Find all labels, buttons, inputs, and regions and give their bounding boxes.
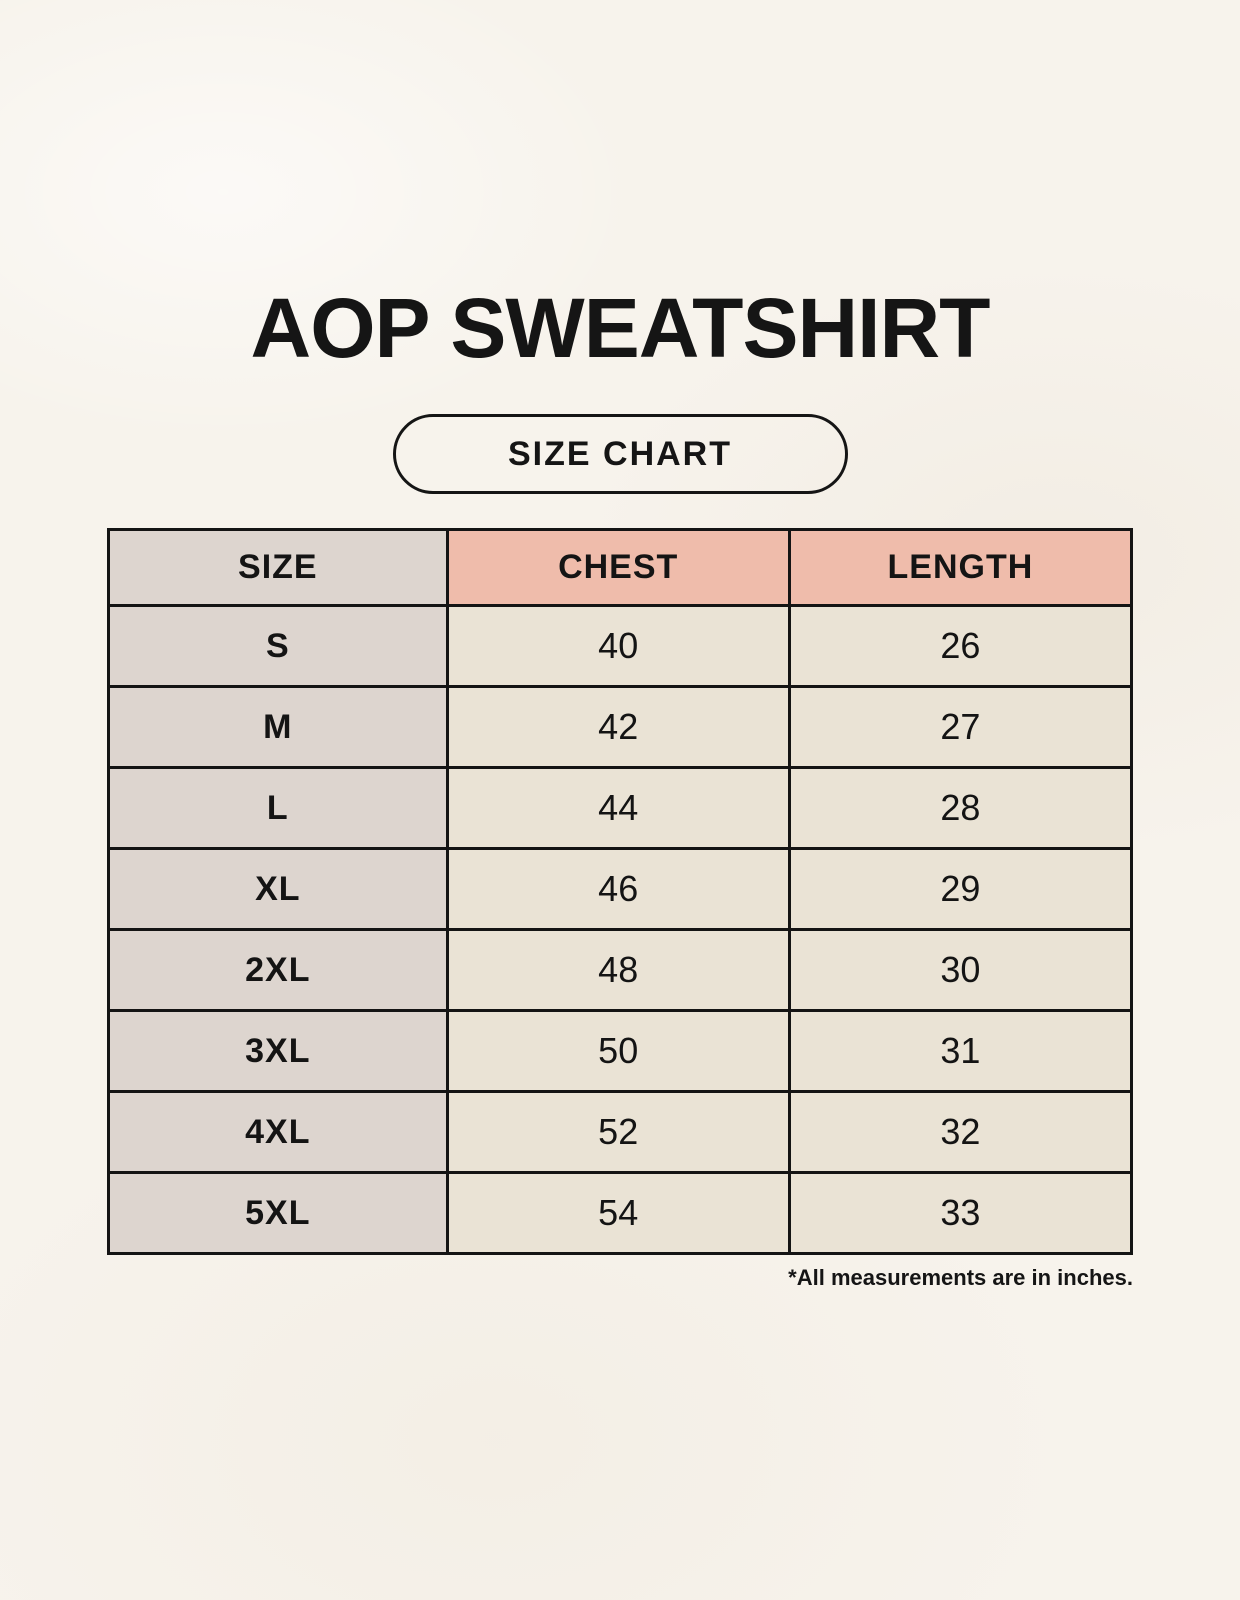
chest-cell: 40 xyxy=(445,604,791,688)
length-cell: 29 xyxy=(787,847,1134,931)
chest-cell: 52 xyxy=(445,1090,791,1174)
size-cell: 4XL xyxy=(107,1090,449,1174)
chest-cell: 48 xyxy=(445,928,791,1012)
size-chart-table: SIZE CHEST LENGTH S 40 26 M 42 27 L xyxy=(107,528,1134,1255)
page-title: AOP SWEATSHIRT xyxy=(250,281,991,375)
table-row: L 44 28 xyxy=(107,766,1134,850)
size-chart-page: AOP SWEATSHIRT SIZE CHART SIZE CHEST LEN… xyxy=(107,281,1134,1290)
size-cell: 2XL xyxy=(107,928,449,1012)
table-header: SIZE CHEST LENGTH xyxy=(107,528,1134,607)
length-cell: 32 xyxy=(787,1090,1134,1174)
size-cell: 5XL xyxy=(107,1171,449,1255)
length-cell: 26 xyxy=(787,604,1134,688)
length-cell: 27 xyxy=(787,685,1134,769)
length-cell: 33 xyxy=(787,1171,1134,1255)
size-cell: 3XL xyxy=(107,1009,449,1093)
chest-cell: 46 xyxy=(445,847,791,931)
column-header-length: LENGTH xyxy=(787,528,1134,607)
table-body: S 40 26 M 42 27 L 44 28 XL 46 29 xyxy=(107,604,1134,1255)
chest-cell: 54 xyxy=(445,1171,791,1255)
chest-cell: 44 xyxy=(445,766,791,850)
size-cell: S xyxy=(107,604,449,688)
table-row: XL 46 29 xyxy=(107,847,1134,931)
size-chart-pill: SIZE CHART xyxy=(392,414,848,494)
table-row: M 42 27 xyxy=(107,685,1134,769)
chest-cell: 42 xyxy=(445,685,791,769)
size-cell: XL xyxy=(107,847,449,931)
table-row: S 40 26 xyxy=(107,604,1134,688)
column-header-size: SIZE xyxy=(107,528,449,607)
header-row: SIZE CHEST LENGTH xyxy=(107,528,1134,607)
table-row: 3XL 50 31 xyxy=(107,1009,1134,1093)
size-cell: M xyxy=(107,685,449,769)
size-chart-table-wrap: SIZE CHEST LENGTH S 40 26 M 42 27 L xyxy=(107,528,1134,1255)
size-chart-pill-label: SIZE CHART xyxy=(508,434,732,473)
table-row: 5XL 54 33 xyxy=(107,1171,1134,1255)
length-cell: 30 xyxy=(787,928,1134,1012)
size-cell: L xyxy=(107,766,449,850)
chest-cell: 50 xyxy=(445,1009,791,1093)
length-cell: 28 xyxy=(787,766,1134,850)
measurements-footnote: *All measurements are in inches. xyxy=(788,1265,1133,1290)
length-cell: 31 xyxy=(787,1009,1134,1093)
table-row: 4XL 52 32 xyxy=(107,1090,1134,1174)
table-row: 2XL 48 30 xyxy=(107,928,1134,1012)
column-header-chest: CHEST xyxy=(445,528,791,607)
